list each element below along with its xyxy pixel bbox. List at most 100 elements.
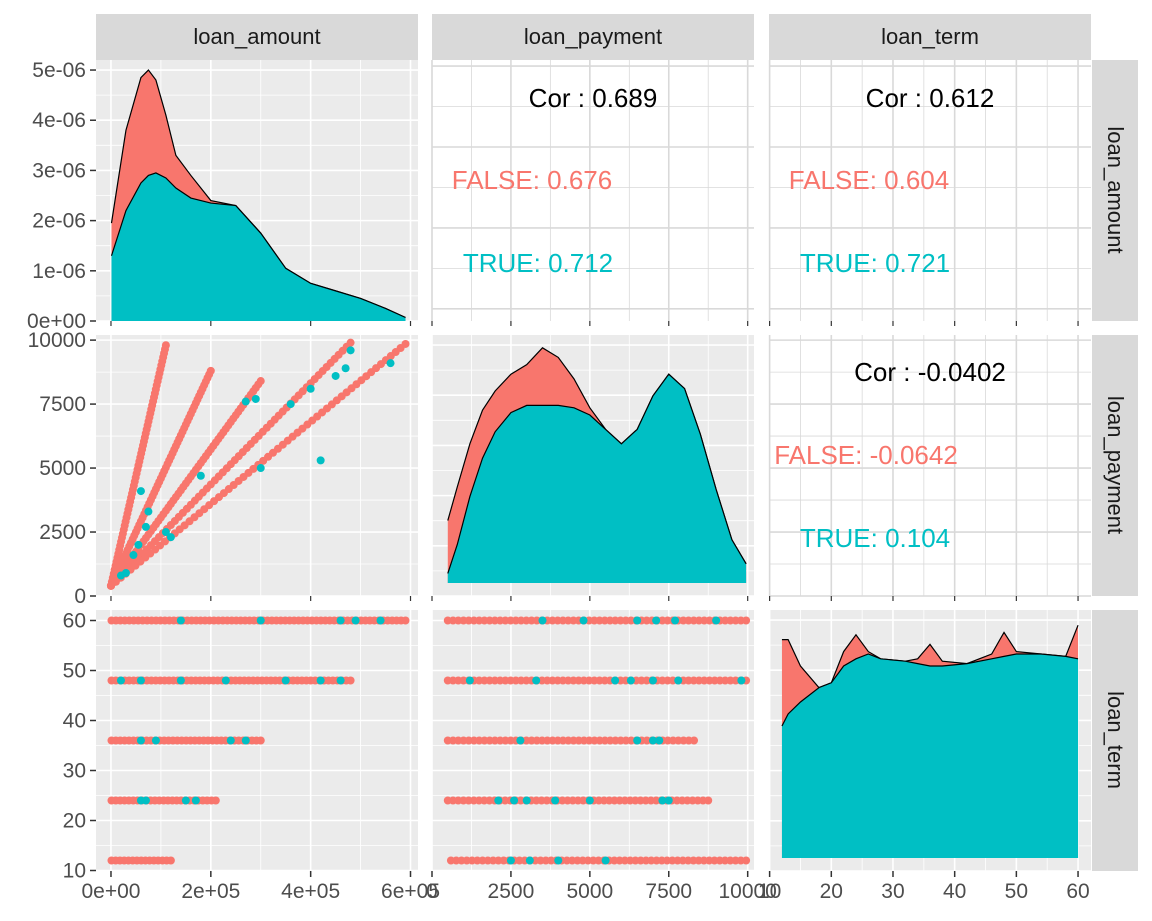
point-true-term-amount xyxy=(256,616,265,625)
point-true-term-payment xyxy=(658,796,667,805)
point-true-payment-amount xyxy=(134,540,143,549)
point-true-term-payment xyxy=(554,856,563,865)
y-tick-label: 7500 xyxy=(39,393,86,416)
row-strip-label-2: loan_payment xyxy=(1103,396,1128,534)
row-strip-label-3: loan_term xyxy=(1103,691,1128,789)
x-tick-label: 0 xyxy=(426,880,438,903)
point-true-term-payment xyxy=(611,676,620,685)
point-true-term-payment xyxy=(601,856,610,865)
point-true-term-payment xyxy=(532,676,541,685)
point-true-term-amount xyxy=(116,676,125,685)
point-true-term-amount xyxy=(136,676,145,685)
x-tick-label: 6e+05 xyxy=(381,880,440,903)
x-tick-label: 0e+00 xyxy=(81,880,140,903)
point-true-term-payment xyxy=(674,676,683,685)
point-false-term-amount xyxy=(211,796,220,805)
point-true-term-payment xyxy=(626,676,635,685)
correlation-true-amount-payment: TRUE: 0.712 xyxy=(463,248,613,278)
point-true-term-amount xyxy=(351,616,360,625)
point-false-payment-amount xyxy=(206,366,215,375)
y-tick-label: 5e-06 xyxy=(32,59,86,82)
correlation-total-amount-payment: Cor : 0.689 xyxy=(529,83,658,113)
point-false-payment-amount xyxy=(161,341,170,350)
point-true-payment-amount xyxy=(121,568,130,577)
point-true-payment-amount xyxy=(144,507,153,516)
point-true-payment-amount xyxy=(286,400,295,409)
y-tick-label: 10 xyxy=(63,860,86,883)
correlation-total-payment-term: Cor : -0.0402 xyxy=(854,357,1006,387)
x-tick-label: 5000 xyxy=(566,880,613,903)
x-tick-label: 4e+05 xyxy=(281,880,340,903)
point-true-term-amount xyxy=(336,676,345,685)
point-true-term-payment xyxy=(655,736,664,745)
point-false-term-amount xyxy=(256,736,265,745)
y-tick-label: 1e-06 xyxy=(32,260,86,283)
panel-loan_payment-loan_term xyxy=(768,335,1091,597)
x-tick-label: 10000 xyxy=(718,880,776,903)
column-strip-3 xyxy=(769,14,1091,60)
point-true-payment-amount xyxy=(341,364,350,373)
column-strip-1 xyxy=(96,14,418,60)
point-false-payment-amount xyxy=(346,338,355,347)
point-true-payment-amount xyxy=(331,371,340,380)
point-true-term-amount xyxy=(151,736,160,745)
y-tick-label: 30 xyxy=(63,760,86,783)
point-true-term-amount xyxy=(376,616,385,625)
x-tick-label: 60 xyxy=(1066,880,1089,903)
point-true-term-amount xyxy=(226,736,235,745)
point-true-term-payment xyxy=(712,616,721,625)
point-true-term-payment xyxy=(579,616,588,625)
y-tick-label: 4e-06 xyxy=(32,109,86,132)
correlation-false-amount-term: FALSE: 0.604 xyxy=(789,165,949,195)
point-true-term-amount xyxy=(316,676,325,685)
point-false-term-payment xyxy=(704,796,713,805)
point-true-term-payment xyxy=(506,856,515,865)
point-false-term-payment xyxy=(690,736,699,745)
x-tick-label: 40 xyxy=(943,880,966,903)
point-true-term-payment xyxy=(737,676,746,685)
y-tick-label: 2500 xyxy=(39,521,86,544)
x-tick-label: 2e+05 xyxy=(181,880,240,903)
point-true-payment-amount xyxy=(141,522,150,531)
point-true-payment-amount xyxy=(136,487,145,496)
point-true-term-amount xyxy=(136,736,145,745)
point-true-payment-amount xyxy=(196,471,205,480)
y-tick-label: 5000 xyxy=(39,457,86,480)
y-tick-label: 20 xyxy=(63,810,86,833)
point-true-payment-amount xyxy=(129,551,138,560)
point-true-payment-amount xyxy=(306,384,315,393)
column-strip-label-3: loan_term xyxy=(881,24,979,49)
x-tick-label: 7500 xyxy=(645,880,692,903)
point-true-payment-amount xyxy=(386,359,395,368)
density-true-loan_amount xyxy=(111,172,406,321)
correlation-false-payment-term: FALSE: -0.0642 xyxy=(774,440,958,470)
panel-background xyxy=(769,335,1091,596)
y-tick-label: 2e-06 xyxy=(32,210,86,233)
row-strip-2 xyxy=(1092,335,1138,596)
point-true-term-payment xyxy=(465,676,474,685)
point-true-term-payment xyxy=(516,736,525,745)
point-true-payment-amount xyxy=(316,456,325,465)
point-true-term-payment xyxy=(585,796,594,805)
correlation-true-amount-term: TRUE: 0.721 xyxy=(800,248,950,278)
x-tick-label: 2500 xyxy=(488,880,535,903)
point-true-term-amount xyxy=(281,676,290,685)
point-true-term-payment xyxy=(652,616,661,625)
correlation-true-payment-term: TRUE: 0.104 xyxy=(800,523,950,553)
row-strip-1 xyxy=(1092,60,1138,321)
density-true-loan_payment xyxy=(447,374,747,583)
point-true-term-amount xyxy=(141,796,150,805)
point-false-payment-amount xyxy=(401,339,410,348)
row-strip-label-1: loan_amount xyxy=(1103,126,1128,253)
point-true-term-amount xyxy=(336,616,345,625)
column-strips xyxy=(96,14,1091,60)
point-false-term-amount xyxy=(401,616,410,625)
point-true-term-amount xyxy=(181,796,190,805)
point-true-term-payment xyxy=(494,796,503,805)
point-true-term-payment xyxy=(648,676,657,685)
point-true-term-amount xyxy=(221,676,230,685)
point-true-term-amount xyxy=(176,676,185,685)
point-true-term-payment xyxy=(633,616,642,625)
point-true-term-payment xyxy=(671,616,680,625)
point-true-term-payment xyxy=(648,736,657,745)
